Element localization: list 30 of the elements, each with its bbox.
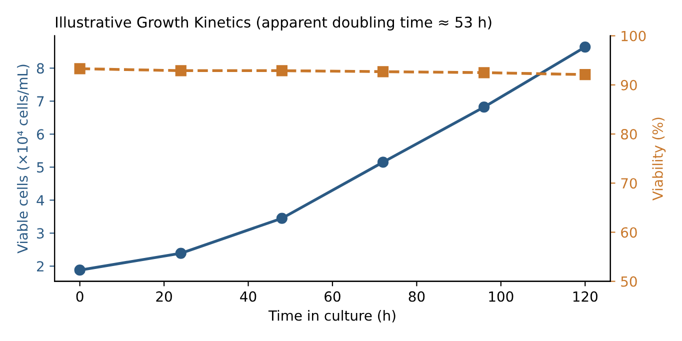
x-tick-label: 60 [324,291,340,302]
x-tick-label: 120 [573,291,598,302]
x-tick-label: 20 [156,291,172,302]
y-tick-label: 6 [36,129,44,140]
y-tick-label: 7 [37,96,44,106]
point [276,212,288,224]
point [175,248,186,259]
y-tick-label: 3 [37,228,44,239]
point [580,41,591,53]
x-tick-label: 40 [240,291,256,302]
y2-tick-label: 90 [620,80,637,90]
y-axis-title: Viable cells (×10⁴ cells/mL) [17,64,30,254]
point [478,102,490,113]
y2-tick-label: 60 [621,227,637,238]
chart-title: Illustrative Growth Kinetics (apparent doubling time ≈ 53 h) [56,16,492,31]
x-tick-label: 100 [489,291,514,302]
y-tick-label: 2 [37,261,44,272]
y2-axis-title: Viability (%) [652,118,666,200]
point [74,264,86,276]
y-tick-label: 5 [37,162,44,173]
x-tick-label: 0 [76,291,84,302]
y2-tick-label: 70 [621,178,637,189]
x-axis-title: Time in culture (h) [268,310,396,322]
point [377,156,389,168]
y2-tick-label: 80 [621,128,637,140]
y-tick-label: 4 [36,195,44,206]
y-tick-label: 8 [36,63,44,74]
y2-tick-label: 100 [622,30,646,42]
x-tick-label: 80 [408,291,425,302]
y2-tick-label: 50 [621,276,637,287]
